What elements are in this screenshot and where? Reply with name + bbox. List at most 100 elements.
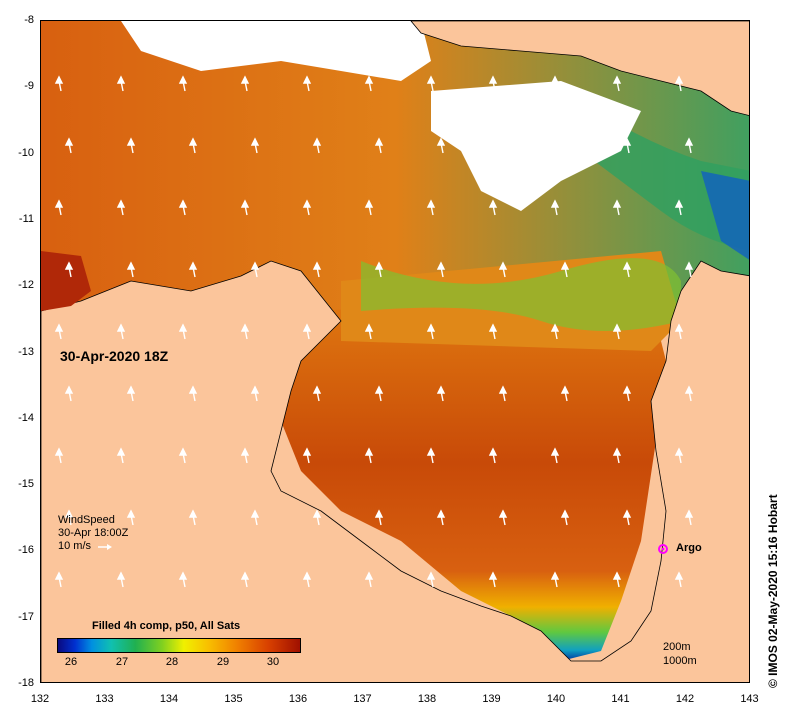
wind-arrow-head bbox=[488, 571, 498, 580]
wind-arrow-head bbox=[302, 447, 312, 456]
wind-arrow-head bbox=[560, 137, 570, 146]
wind-arrow-head bbox=[312, 509, 322, 518]
lon-tick-label: 135 bbox=[224, 693, 243, 705]
wind-arrow-head bbox=[426, 571, 436, 580]
wind-arrow-head bbox=[498, 261, 508, 270]
wind-arrow-head bbox=[550, 199, 560, 208]
wind-arrow-head bbox=[126, 385, 136, 394]
wind-arrow-head bbox=[178, 323, 188, 332]
wind-arrow-head bbox=[240, 323, 250, 332]
wind-arrow-head bbox=[364, 447, 374, 456]
wind-arrow-head bbox=[312, 137, 322, 146]
lon-tick-label: 143 bbox=[740, 693, 759, 705]
wind-arrow-head bbox=[54, 571, 64, 580]
lat-tick-label: -13 bbox=[18, 345, 34, 358]
wind-arrow-head bbox=[436, 137, 446, 146]
lat-tick-label: -17 bbox=[18, 610, 34, 623]
argo-label: Argo bbox=[676, 542, 702, 554]
wind-arrow-head bbox=[250, 137, 260, 146]
wind-arrow-head bbox=[684, 385, 694, 394]
credit-text: © IMOS 02-May-2020 15:16 Hobart bbox=[766, 494, 780, 688]
colorbar-tick-label: 27 bbox=[115, 656, 129, 668]
wind-arrow-head bbox=[178, 571, 188, 580]
wind-arrow-head bbox=[684, 137, 694, 146]
wind-arrow-head bbox=[374, 385, 384, 394]
wind-arrow-head bbox=[560, 509, 570, 518]
wind-arrow-head bbox=[64, 509, 74, 518]
depth-legend: 200m 1000m bbox=[663, 640, 697, 668]
wind-arrow-head bbox=[488, 75, 498, 84]
wind-arrow-head bbox=[126, 261, 136, 270]
wind-arrow-head bbox=[426, 323, 436, 332]
sst-front-band bbox=[361, 258, 681, 331]
wind-arrow-head bbox=[302, 199, 312, 208]
wind-arrow-head bbox=[674, 323, 684, 332]
wind-arrow-head bbox=[240, 199, 250, 208]
wind-arrow-head bbox=[302, 323, 312, 332]
wind-arrow-head bbox=[550, 571, 560, 580]
wind-arrow-head bbox=[612, 447, 622, 456]
wind-arrow-head bbox=[488, 447, 498, 456]
lon-tick-label: 138 bbox=[417, 693, 437, 705]
wind-arrow-head bbox=[188, 385, 198, 394]
wind-arrow-head bbox=[188, 137, 198, 146]
wind-arrow-head bbox=[612, 571, 622, 580]
wind-arrow-head bbox=[312, 261, 322, 270]
wind-arrow-head bbox=[498, 385, 508, 394]
wind-legend: WindSpeed 30-Apr 18:00Z 10 m/s bbox=[58, 514, 128, 553]
sst-colorbar bbox=[57, 638, 301, 653]
wind-arrow-head bbox=[302, 75, 312, 84]
wind-arrow-head bbox=[64, 385, 74, 394]
wind-arrow-head bbox=[622, 385, 632, 394]
wind-legend-title: WindSpeed bbox=[58, 514, 115, 526]
lat-tick-label: -18 bbox=[18, 677, 34, 689]
colorbar-tick-label: 28 bbox=[165, 656, 179, 668]
wind-arrow-head bbox=[250, 385, 260, 394]
wind-arrow-head bbox=[116, 447, 126, 456]
wind-arrow-head bbox=[178, 75, 188, 84]
sst-map bbox=[40, 20, 750, 683]
wind-arrow-head bbox=[436, 385, 446, 394]
lon-tick-label: 139 bbox=[482, 693, 501, 705]
wind-arrow-head bbox=[54, 447, 64, 456]
wind-arrow-icon bbox=[98, 543, 113, 550]
map-date-label: 30-Apr-2020 18Z bbox=[60, 348, 169, 364]
wind-arrow-head bbox=[364, 199, 374, 208]
wind-arrow-head bbox=[178, 447, 188, 456]
colorbar-title: Filled 4h comp, p50, All Sats bbox=[92, 620, 241, 632]
lon-tick-label: 133 bbox=[95, 693, 114, 705]
wind-arrow-head bbox=[364, 571, 374, 580]
wind-arrow-head bbox=[498, 509, 508, 518]
wind-arrow-head bbox=[240, 447, 250, 456]
wind-arrow-head bbox=[116, 75, 126, 84]
lon-tick-label: 132 bbox=[30, 693, 50, 705]
wind-arrow-head bbox=[302, 571, 312, 580]
wind-arrow-head bbox=[374, 509, 384, 518]
wind-arrow-head bbox=[622, 137, 632, 146]
wind-arrow-head bbox=[126, 509, 136, 518]
wind-arrow-head bbox=[116, 571, 126, 580]
lat-tick-label: -16 bbox=[18, 544, 34, 557]
wind-arrow-head bbox=[116, 323, 126, 332]
lon-tick-label: 142 bbox=[675, 693, 695, 705]
wind-arrow-head bbox=[622, 261, 632, 270]
wind-arrow-head bbox=[188, 509, 198, 518]
wind-arrow-head bbox=[54, 199, 64, 208]
wind-arrow-head bbox=[364, 323, 374, 332]
wind-arrow-head bbox=[178, 199, 188, 208]
dark-sst-patch bbox=[41, 251, 91, 311]
wind-arrow-head bbox=[240, 75, 250, 84]
wind-arrow-head bbox=[488, 323, 498, 332]
lon-tick-label: 141 bbox=[611, 693, 630, 705]
lat-tick-label: -15 bbox=[18, 478, 34, 491]
wind-arrow-head bbox=[54, 75, 64, 84]
wind-arrow-head bbox=[250, 509, 260, 518]
argo-float-icon bbox=[658, 544, 668, 554]
sst-map-canvas bbox=[41, 21, 749, 682]
lon-tick-label: 134 bbox=[159, 693, 179, 705]
wind-arrow-head bbox=[436, 509, 446, 518]
depth-200m: 200m bbox=[663, 641, 691, 653]
wind-legend-time: 30-Apr 18:00Z bbox=[58, 527, 129, 539]
lat-tick-label: -8 bbox=[24, 14, 34, 26]
lon-tick-label: 136 bbox=[288, 693, 308, 705]
